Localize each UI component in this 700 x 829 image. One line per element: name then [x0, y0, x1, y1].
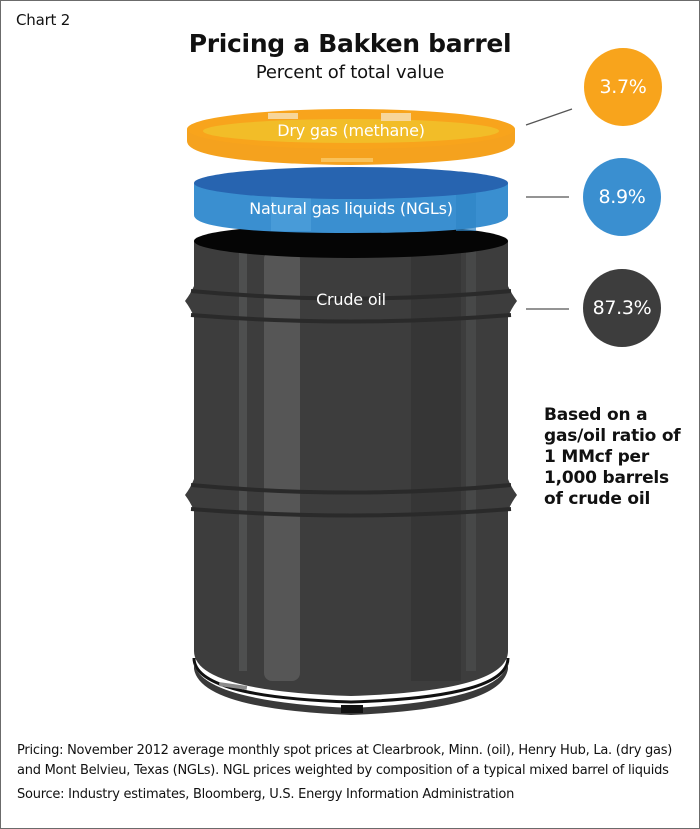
pricing-note: Pricing: November 2012 average monthly s…	[17, 743, 673, 778]
crude-oil-label: Crude oil	[316, 290, 386, 309]
crude-oil-barrel	[185, 224, 517, 715]
ngl-layer	[194, 167, 508, 233]
dry-gas-label: Dry gas (methane)	[277, 121, 425, 140]
chart-number-label: Chart 2	[16, 11, 71, 29]
dry-gas-value-badge: 3.7%	[584, 48, 662, 126]
chart-title: Pricing a Bakken barrel	[188, 29, 512, 58]
crude-oil-value-badge: 87.3%	[583, 269, 661, 347]
source-note: Source: Industry estimates, Bloomberg, U…	[17, 787, 515, 802]
leader-line-dry-gas	[525, 108, 573, 126]
gas-oil-ratio-note: Based on a gas/oil ratio of 1 MMcf per 1…	[544, 405, 681, 509]
chart-subtitle: Percent of total value	[255, 62, 445, 83]
chart-footer: Pricing: November 2012 average monthly s…	[17, 741, 687, 805]
dry-gas-layer	[187, 109, 515, 165]
ngl-value-badge: 8.9%	[583, 158, 661, 236]
ngl-label: Natural gas liquids (NGLs)	[249, 199, 453, 218]
